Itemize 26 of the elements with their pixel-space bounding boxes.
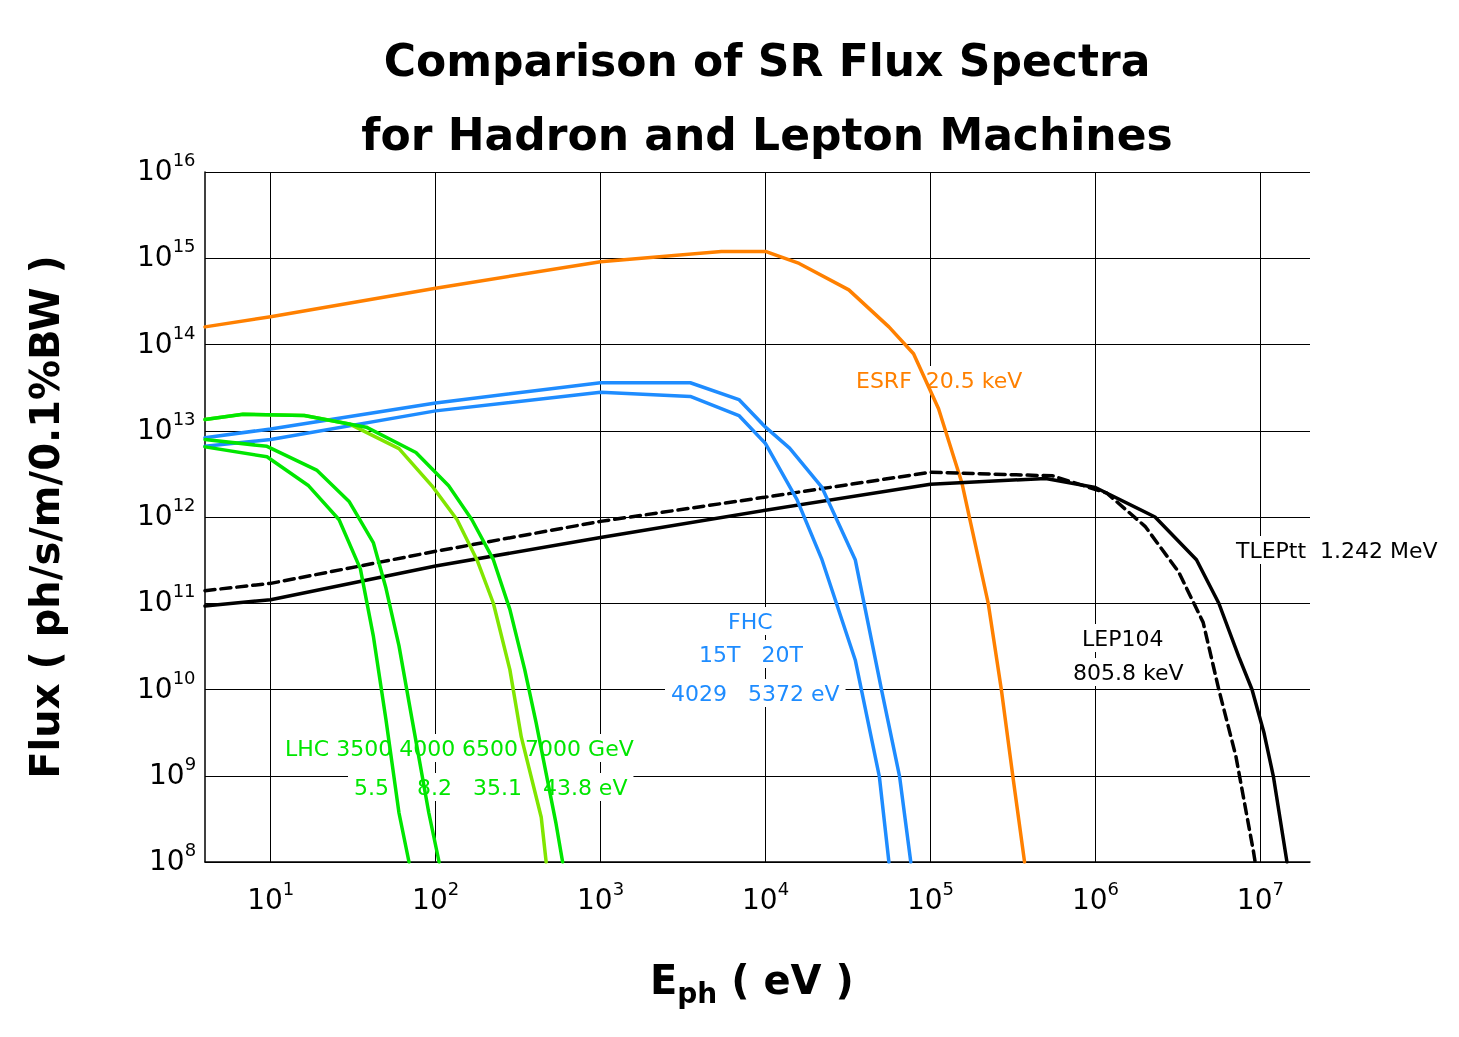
- annotation: 805.8 keV: [1073, 659, 1184, 685]
- y-tick-label: 10$^{15}$: [137, 235, 196, 273]
- y-tick-label: 10$^{13}$: [137, 407, 196, 446]
- y-tick-label: 10$^{11}$: [137, 580, 196, 618]
- x-tick-label: 10$^{1}$: [247, 878, 295, 916]
- x-tick-label: 10$^{4}$: [741, 878, 790, 916]
- chart-title: Comparison of SR Flux Spectra for Hadron and Lepton Machines: [361, 34, 1173, 160]
- annotation: TLEPtt 1.242 MeV: [1235, 537, 1438, 563]
- y-tick-label: 10$^{12}$: [137, 494, 196, 532]
- y-tick-label: 10$^{14}$: [137, 321, 196, 359]
- annotation: LEP104: [1082, 625, 1164, 651]
- y-tick-label: 10$^{9}$: [149, 752, 197, 791]
- x-tick-label: 10$^{6}$: [1071, 878, 1119, 916]
- x-tick-label: 10$^{5}$: [906, 878, 955, 916]
- x-tick-label: 10$^{7}$: [1236, 878, 1284, 916]
- y-tick-label: 10$^{16}$: [137, 149, 196, 187]
- annotation: 4029 5372 eV: [671, 680, 840, 706]
- x-tick-label: 10$^{2}$: [412, 878, 460, 916]
- y-tick-label: 10$^{10}$: [137, 666, 196, 704]
- x-tick-label: 10$^{3}$: [577, 878, 625, 916]
- y-axis-title: Flux ( ph/s/m/0.1%BW ): [22, 255, 68, 779]
- annotation: FHC: [728, 608, 773, 634]
- y-tick-label: 10$^{8}$: [149, 839, 197, 877]
- x-axis-title: E$_{ph}$ ( eV ): [650, 957, 854, 1010]
- annotation: ESRF 20.5 keV: [856, 367, 1023, 393]
- annotation: 15T 20T: [699, 641, 804, 667]
